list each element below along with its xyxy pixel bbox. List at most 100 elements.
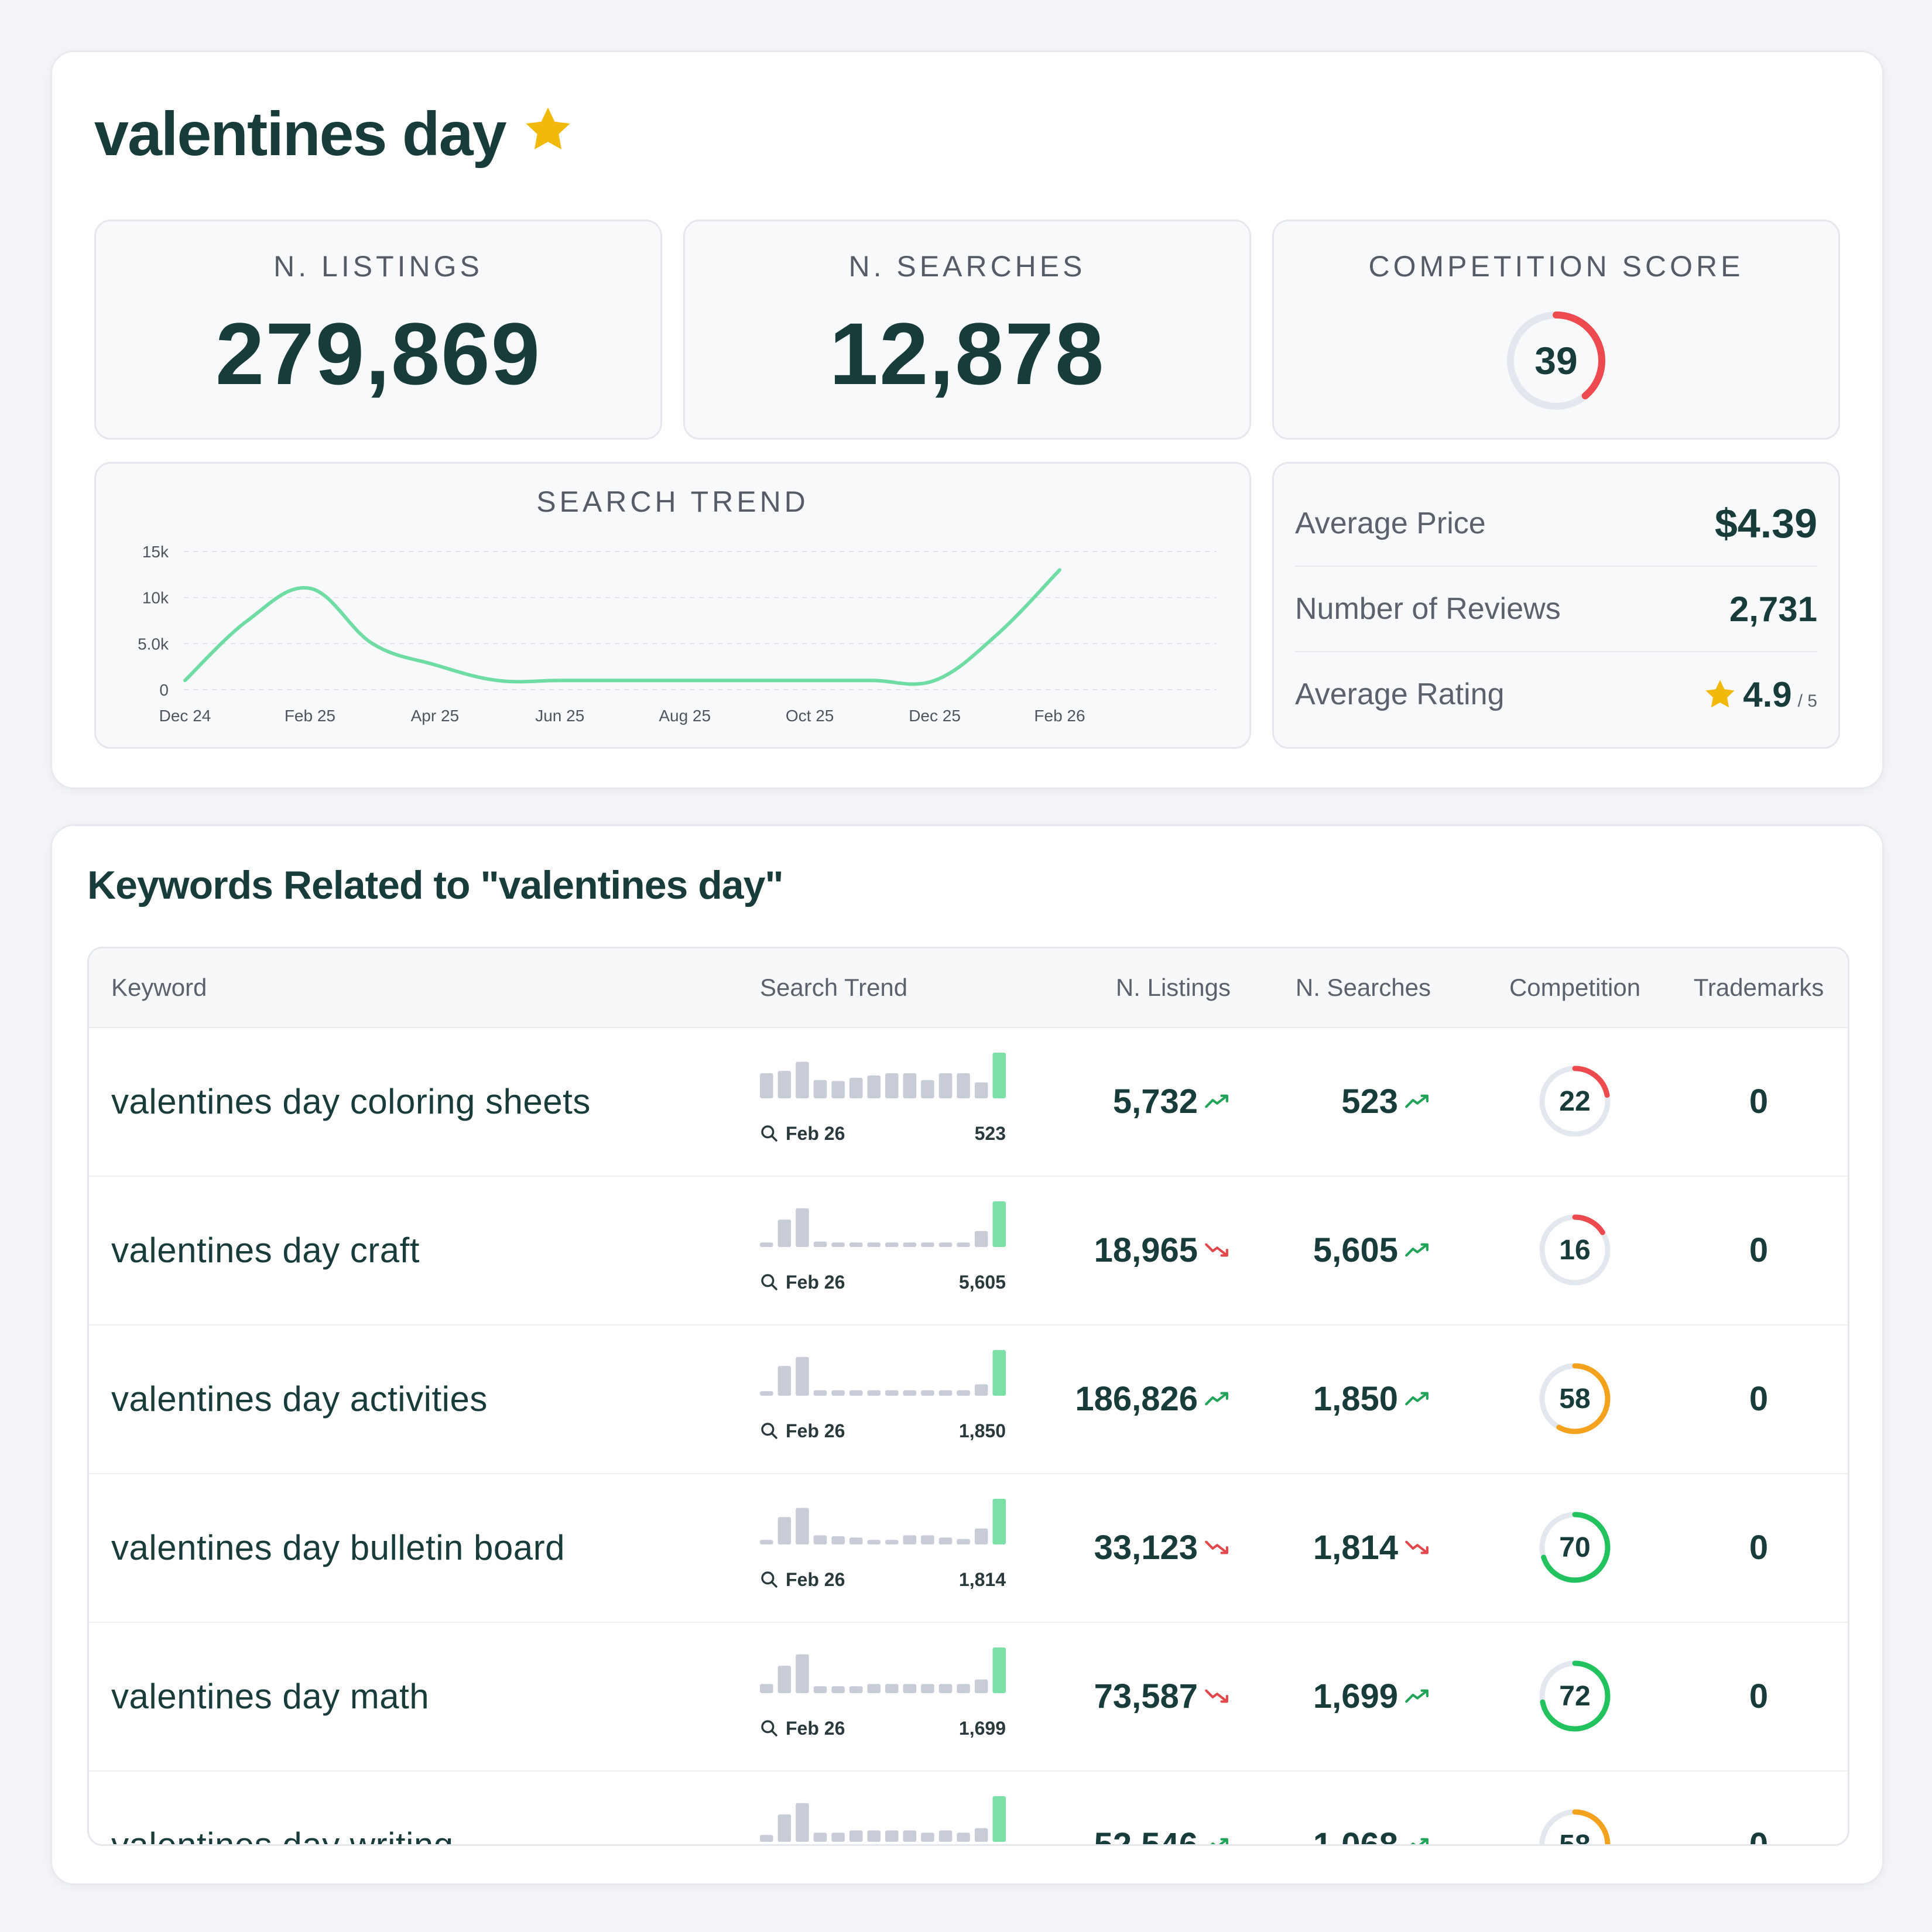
x-tick-label: Apr 25: [411, 707, 460, 725]
trend-date: Feb 26: [786, 1271, 845, 1293]
sparkline-bar: [938, 1830, 953, 1842]
sparkline-bar: [849, 1537, 863, 1544]
table-row[interactable]: valentines day math Feb 26 1,699 73,587 1,69…: [89, 1622, 1848, 1772]
competition-cell: 16: [1468, 1176, 1681, 1324]
listings-cell: 18,965: [1094, 1176, 1231, 1324]
sparkline-bar: [777, 1220, 792, 1247]
trend-date-group: Feb 26: [760, 1123, 845, 1145]
searches-cell: 1,814: [1313, 1473, 1431, 1622]
sparkline-bar: [957, 1539, 970, 1544]
trend-up-icon: [1405, 1392, 1429, 1406]
sparkline-bar: [921, 1080, 934, 1098]
sparkline-bar: [903, 1830, 917, 1842]
sparkline-bar: [760, 1391, 773, 1396]
trend-down-icon: [1205, 1243, 1228, 1257]
keyword-cell[interactable]: valentines day coloring sheets: [111, 1081, 591, 1121]
trademarks-cell: 0: [1749, 1231, 1769, 1269]
competition-value: 58: [1559, 1383, 1591, 1414]
sparkline-bar: [974, 1231, 988, 1247]
sparkline-bar: [867, 1390, 881, 1396]
sparkline-bar: [831, 1686, 845, 1693]
search-icon: [761, 1720, 777, 1736]
listings-value: 52,546: [1094, 1825, 1198, 1846]
sparkline-bar: [938, 1242, 953, 1247]
trademarks-cell: 0: [1749, 1677, 1769, 1715]
searches-value: 1,850: [1313, 1379, 1398, 1418]
x-tick-label: Feb 26: [1034, 707, 1085, 725]
sparkline-bar: [813, 1686, 827, 1693]
sparkline-bar: [957, 1242, 970, 1247]
sparkline-footer: Feb 26 523: [760, 1121, 1006, 1146]
sparkline-bar: [992, 1499, 1006, 1544]
sparkline-bar: [831, 1242, 845, 1247]
related-keywords-card: Keywords Related to "valentines day" Key…: [50, 824, 1884, 1885]
keyword-cell[interactable]: valentines day craft: [111, 1230, 420, 1270]
sparkline-bar: [974, 1528, 988, 1544]
page-title: valentines day: [94, 99, 574, 170]
sparkline-bar: [796, 1654, 809, 1693]
sparkline-bar: [992, 1647, 1006, 1693]
sparkline-bar: [796, 1508, 809, 1544]
x-tick-label: Dec 25: [909, 707, 961, 725]
col-trademarks[interactable]: Trademarks: [1693, 974, 1824, 1001]
sparkline-bar: [796, 1356, 809, 1396]
average-price-row: Average Price $4.39: [1295, 481, 1817, 566]
table-row[interactable]: valentines day bulletin board Feb 26 1,814…: [89, 1473, 1848, 1623]
searches-value: 1,068: [1313, 1825, 1398, 1846]
competition-ring-graphic: [1539, 1363, 1611, 1434]
sparkline-bar: [777, 1814, 792, 1842]
rating-star-icon: [1705, 680, 1735, 708]
keyword-cell[interactable]: valentines day activities: [111, 1379, 488, 1419]
y-tick-label: 15k: [142, 543, 169, 561]
sparkline-bar: [777, 1071, 792, 1098]
sparkline-bar: [957, 1684, 970, 1693]
searches-value: 12,878: [829, 304, 1105, 403]
competition-ring: 58: [1537, 1807, 1613, 1844]
sparkline-bar: [831, 1081, 845, 1098]
sparkline-bar: [849, 1830, 863, 1842]
keyword-cell[interactable]: valentines day writing: [111, 1825, 454, 1846]
sparkline-footer: Feb 26 1,814: [760, 1567, 1006, 1592]
col-searches[interactable]: N. Searches: [1295, 974, 1431, 1001]
sparkline-bar: [974, 1679, 988, 1693]
competition-ring: 22: [1537, 1063, 1613, 1139]
sparkline-bar: [777, 1517, 792, 1544]
sparkline-bar: [921, 1535, 934, 1544]
table-row[interactable]: valentines day writingFeb 261,06852,5461…: [89, 1770, 1848, 1846]
table-row[interactable]: valentines day activities Feb 26 1,850 186,…: [89, 1324, 1848, 1474]
sparkline-bar: [849, 1390, 863, 1396]
sparkline-bar: [938, 1073, 953, 1098]
stats-panel: Average Price $4.39 Number of Reviews 2,…: [1272, 462, 1840, 749]
keyword-cell[interactable]: valentines day math: [111, 1676, 430, 1716]
competition-cell: 58: [1468, 1324, 1681, 1473]
searches-value: 1,814: [1313, 1528, 1398, 1567]
competition-value: 22: [1559, 1085, 1591, 1117]
col-competition[interactable]: Competition: [1509, 974, 1641, 1001]
related-keywords-table: Keyword Search Trend N. Listings N. Sear…: [87, 947, 1849, 1846]
sparkline-footer: Feb 26 5,605: [760, 1269, 1006, 1295]
trend-date: Feb 26: [786, 1568, 845, 1590]
competition-value: 72: [1559, 1680, 1591, 1712]
favorite-star-icon[interactable]: [522, 99, 574, 170]
search-icon: [761, 1274, 777, 1290]
keyword-cell[interactable]: valentines day bulletin board: [111, 1527, 566, 1567]
trend-value: 5,605: [958, 1271, 1006, 1293]
sparkline-bar: [849, 1242, 863, 1247]
x-tick-label: Feb 25: [285, 707, 335, 725]
sparkline-bar: [849, 1077, 863, 1098]
col-listings[interactable]: N. Listings: [1115, 974, 1231, 1001]
col-keyword[interactable]: Keyword: [111, 974, 207, 1001]
competition-cell: 72: [1468, 1622, 1681, 1770]
col-search-trend[interactable]: Search Trend: [760, 974, 908, 1001]
x-tick-label: Jun 25: [535, 707, 584, 725]
trend-value: 1,850: [958, 1420, 1006, 1441]
trend-date-group: Feb 26: [760, 1420, 845, 1442]
rating-label: Average Rating: [1295, 677, 1505, 711]
sparkline-bar: [831, 1832, 845, 1842]
sparkline-bar: [777, 1666, 792, 1693]
sparkline-bar: [903, 1390, 917, 1396]
searches-cell: 1,699: [1313, 1622, 1431, 1770]
table-row[interactable]: valentines day coloring sheets Feb 26 523 5…: [89, 1027, 1848, 1177]
searches-value: 1,699: [1313, 1677, 1398, 1715]
table-row[interactable]: valentines day craft Feb 26 5,605 18,965 5,6…: [89, 1176, 1848, 1325]
